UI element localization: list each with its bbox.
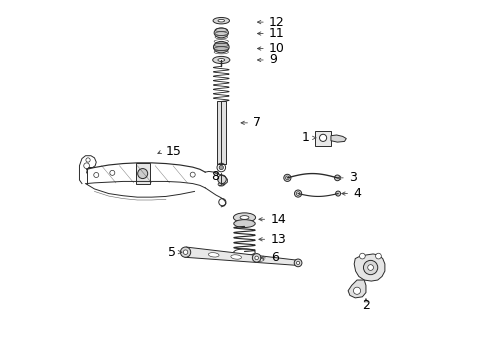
Ellipse shape — [230, 255, 241, 259]
Text: 3: 3 — [348, 171, 356, 184]
Ellipse shape — [214, 28, 228, 38]
Circle shape — [217, 175, 226, 184]
Polygon shape — [330, 135, 346, 142]
Text: 6: 6 — [270, 251, 278, 264]
Circle shape — [94, 172, 99, 177]
Circle shape — [319, 134, 326, 141]
Ellipse shape — [233, 220, 255, 228]
Circle shape — [252, 253, 261, 262]
Ellipse shape — [212, 57, 229, 64]
Text: 14: 14 — [270, 213, 285, 226]
Circle shape — [219, 165, 223, 170]
Ellipse shape — [240, 216, 248, 219]
Circle shape — [86, 158, 90, 162]
Text: 8: 8 — [211, 170, 219, 183]
Circle shape — [110, 170, 115, 175]
Text: 15: 15 — [165, 145, 181, 158]
Circle shape — [367, 265, 373, 270]
Circle shape — [296, 192, 299, 195]
Circle shape — [294, 190, 301, 197]
Circle shape — [335, 191, 340, 196]
Ellipse shape — [213, 41, 229, 53]
Text: 13: 13 — [270, 233, 285, 246]
Circle shape — [359, 253, 365, 259]
Text: 9: 9 — [268, 54, 276, 67]
Circle shape — [190, 172, 195, 177]
Circle shape — [138, 168, 147, 179]
Circle shape — [254, 256, 258, 260]
Circle shape — [283, 174, 290, 181]
Text: 1: 1 — [301, 131, 309, 144]
Bar — [217, 102, 225, 164]
Ellipse shape — [218, 59, 224, 62]
Circle shape — [296, 261, 299, 265]
Bar — [135, 163, 149, 184]
Text: 10: 10 — [268, 42, 284, 55]
Text: 5: 5 — [167, 246, 176, 258]
Ellipse shape — [213, 18, 229, 24]
Circle shape — [294, 259, 301, 267]
Circle shape — [375, 253, 381, 259]
Ellipse shape — [208, 253, 219, 257]
Ellipse shape — [218, 19, 224, 22]
Text: 4: 4 — [352, 187, 360, 200]
Ellipse shape — [233, 213, 255, 222]
Circle shape — [353, 287, 360, 294]
Text: 12: 12 — [268, 15, 284, 28]
Circle shape — [363, 260, 377, 275]
Polygon shape — [347, 280, 365, 298]
Bar — [315, 131, 330, 146]
Polygon shape — [353, 254, 384, 281]
Ellipse shape — [218, 183, 224, 186]
Text: 7: 7 — [253, 116, 261, 129]
Text: 11: 11 — [268, 27, 284, 40]
Circle shape — [285, 176, 288, 180]
Circle shape — [180, 247, 190, 257]
Ellipse shape — [253, 257, 264, 261]
Circle shape — [334, 175, 340, 181]
Text: 2: 2 — [361, 298, 369, 311]
Polygon shape — [184, 247, 298, 265]
Circle shape — [183, 250, 187, 255]
